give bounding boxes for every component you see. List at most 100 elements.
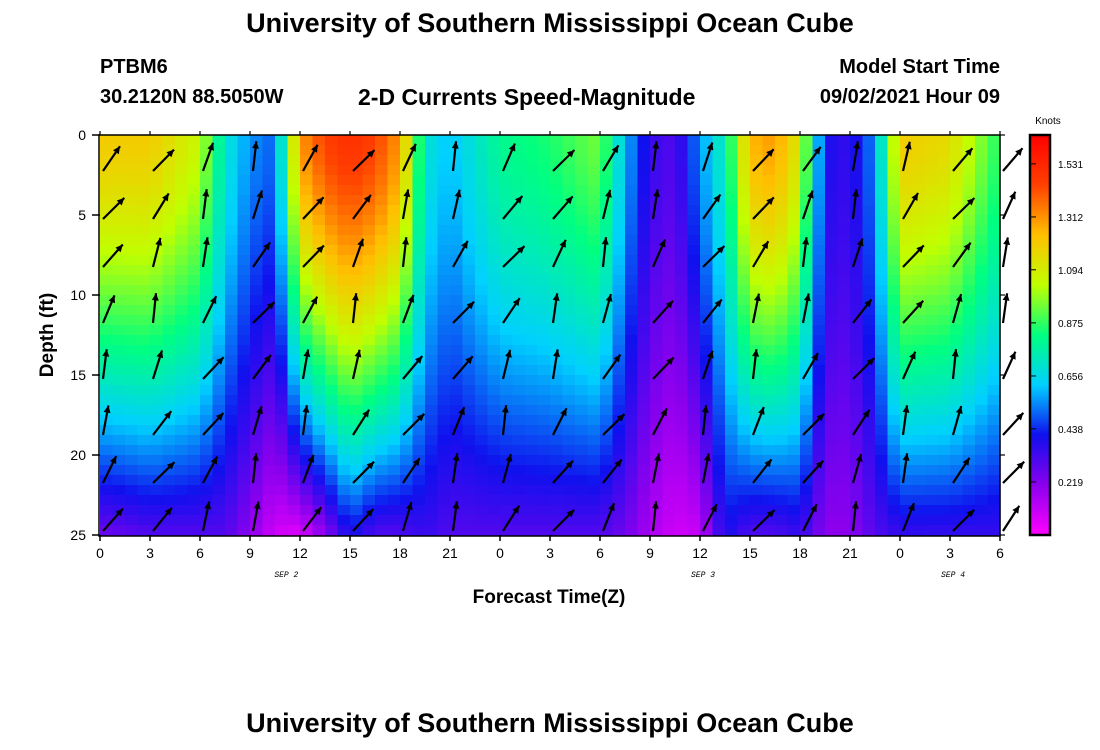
heatmap-cell (587, 345, 601, 356)
heatmap-cell (762, 445, 776, 456)
heatmap-cell (787, 375, 801, 386)
heatmap-cell (875, 145, 889, 156)
heatmap-cell (512, 135, 526, 146)
heatmap-cell (300, 155, 314, 166)
heatmap-cell (275, 305, 289, 316)
heatmap-cell (387, 395, 401, 406)
heatmap-cell (250, 485, 264, 496)
heatmap-cell (900, 465, 914, 476)
heatmap-cell (550, 415, 564, 426)
heatmap-cell (350, 225, 364, 236)
heatmap-cell (200, 265, 214, 276)
heatmap-cell (437, 415, 451, 426)
heatmap-cell (812, 315, 826, 326)
heatmap-cell (537, 255, 551, 266)
heatmap-cell (875, 205, 889, 216)
heatmap-cell (162, 385, 176, 396)
heatmap-cell (150, 505, 164, 516)
colorbar-tick-label: 0.438 (1058, 425, 1083, 436)
heatmap-cell (462, 405, 476, 416)
heatmap-cell (850, 195, 864, 206)
heatmap-cell (900, 435, 914, 446)
heatmap-cell (725, 325, 739, 336)
heatmap-cell (975, 435, 989, 446)
heatmap-cell (112, 265, 126, 276)
heatmap-cell (600, 245, 614, 256)
heatmap-cell (487, 215, 501, 226)
heatmap-cell (137, 145, 151, 156)
heatmap-cell (925, 255, 939, 266)
heatmap-cell (350, 205, 364, 216)
heatmap-cell (637, 505, 651, 516)
heatmap-cell (437, 495, 451, 506)
heatmap-cell (987, 285, 1001, 296)
heatmap-cell (975, 325, 989, 336)
heatmap-cell (437, 455, 451, 466)
heatmap-cell (725, 405, 739, 416)
current-vector-arrow (851, 501, 859, 532)
heatmap-cell (812, 325, 826, 336)
current-vector-arrow (602, 413, 626, 436)
heatmap-cell (350, 405, 364, 416)
heatmap-cell (437, 255, 451, 266)
heatmap-cell (387, 165, 401, 176)
heatmap-cell (312, 205, 326, 216)
heatmap-cell (162, 225, 176, 236)
heatmap-cell (837, 495, 851, 506)
heatmap-cell (525, 405, 539, 416)
heatmap-cell (812, 305, 826, 316)
heatmap-cell (575, 295, 589, 306)
heatmap-cell (262, 505, 276, 516)
heatmap-cell (900, 475, 914, 486)
heatmap-cell (462, 265, 476, 276)
heatmap-cell (350, 265, 364, 276)
heatmap-cell (550, 495, 564, 506)
heatmap-cell (262, 265, 276, 276)
heatmap-cell (125, 475, 139, 486)
heatmap-cell (700, 515, 714, 526)
heatmap-cell (237, 145, 251, 156)
heatmap-cell (500, 185, 514, 196)
heatmap-cell (975, 255, 989, 266)
heatmap-cell (175, 525, 189, 536)
heatmap-cell (200, 295, 214, 306)
heatmap-cell (462, 415, 476, 426)
heatmap-cell (250, 525, 264, 536)
heatmap-cell (287, 325, 301, 336)
heatmap-cell (112, 405, 126, 416)
heatmap-cell (412, 495, 426, 506)
heatmap-cell (187, 135, 201, 146)
heatmap-cell (150, 495, 164, 506)
heatmap-cell (187, 425, 201, 436)
heatmap-cell (487, 285, 501, 296)
heatmap-cell (787, 245, 801, 256)
heatmap-cell (750, 335, 764, 346)
heatmap-cell (150, 445, 164, 456)
heatmap-cell (400, 155, 414, 166)
heatmap-cell (350, 335, 364, 346)
heatmap-cell (712, 445, 726, 456)
current-vector-arrow (901, 351, 917, 380)
heatmap-cell (400, 415, 414, 426)
heatmap-cell (775, 475, 789, 486)
heatmap-cell (300, 265, 314, 276)
heatmap-cell (800, 285, 814, 296)
heatmap-cell (312, 325, 326, 336)
heatmap-cell (662, 155, 676, 166)
heatmap-cell (337, 525, 351, 536)
heatmap-cell (512, 265, 526, 276)
heatmap-cell (550, 275, 564, 286)
heatmap-cell (700, 385, 714, 396)
heatmap-cell (587, 185, 601, 196)
heatmap-cell (387, 135, 401, 146)
heatmap-cell (425, 465, 439, 476)
heatmap-cell (687, 455, 701, 466)
heatmap-cell (675, 165, 689, 176)
heatmap-cell (575, 345, 589, 356)
heatmap-cell (212, 345, 226, 356)
heatmap-cell (412, 435, 426, 446)
heatmap-cell (900, 275, 914, 286)
heatmap-cell (387, 195, 401, 206)
heatmap-cell (337, 265, 351, 276)
heatmap-cell (200, 405, 214, 416)
